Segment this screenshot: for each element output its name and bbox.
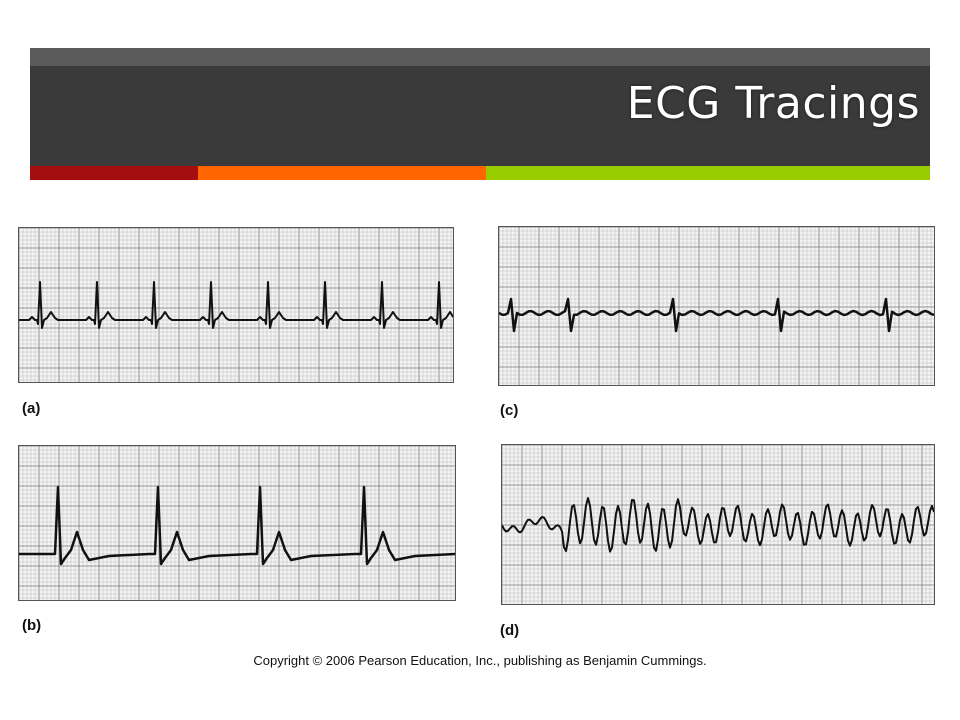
accent-bar-orange (198, 166, 486, 180)
ecg-panel-b (18, 445, 456, 601)
ecg-panel-c (498, 226, 935, 386)
ecg-grid-d (502, 445, 934, 604)
copyright-notice: Copyright © 2006 Pearson Education, Inc.… (253, 653, 707, 668)
ecg-trace-d (502, 445, 934, 604)
panel-label-d: (d) (500, 622, 520, 639)
ecg-waveform-b (19, 485, 455, 566)
ecg-panel-a (18, 227, 454, 383)
ecg-grid-a (19, 228, 453, 382)
ecg-grid-b (19, 446, 455, 600)
accent-bar-green (486, 166, 930, 180)
ecg-trace-c (499, 227, 934, 385)
ecg-waveform-d (502, 497, 934, 553)
accent-bar-red (30, 166, 198, 180)
ecg-waveform-a (19, 281, 453, 329)
ecg-panel-d (501, 444, 935, 605)
panel-label-b: (b) (22, 617, 42, 634)
title-top-strip (30, 48, 930, 66)
title-bar: ECG Tracings (30, 48, 930, 180)
ecg-trace-b (19, 446, 455, 600)
ecg-trace-a (19, 228, 453, 382)
ecg-grid-c (499, 227, 934, 385)
panel-label-c: (c) (500, 402, 519, 419)
panel-label-a: (a) (22, 400, 41, 417)
slide-title: ECG Tracings (626, 78, 920, 129)
ecg-waveform-c (499, 297, 934, 333)
